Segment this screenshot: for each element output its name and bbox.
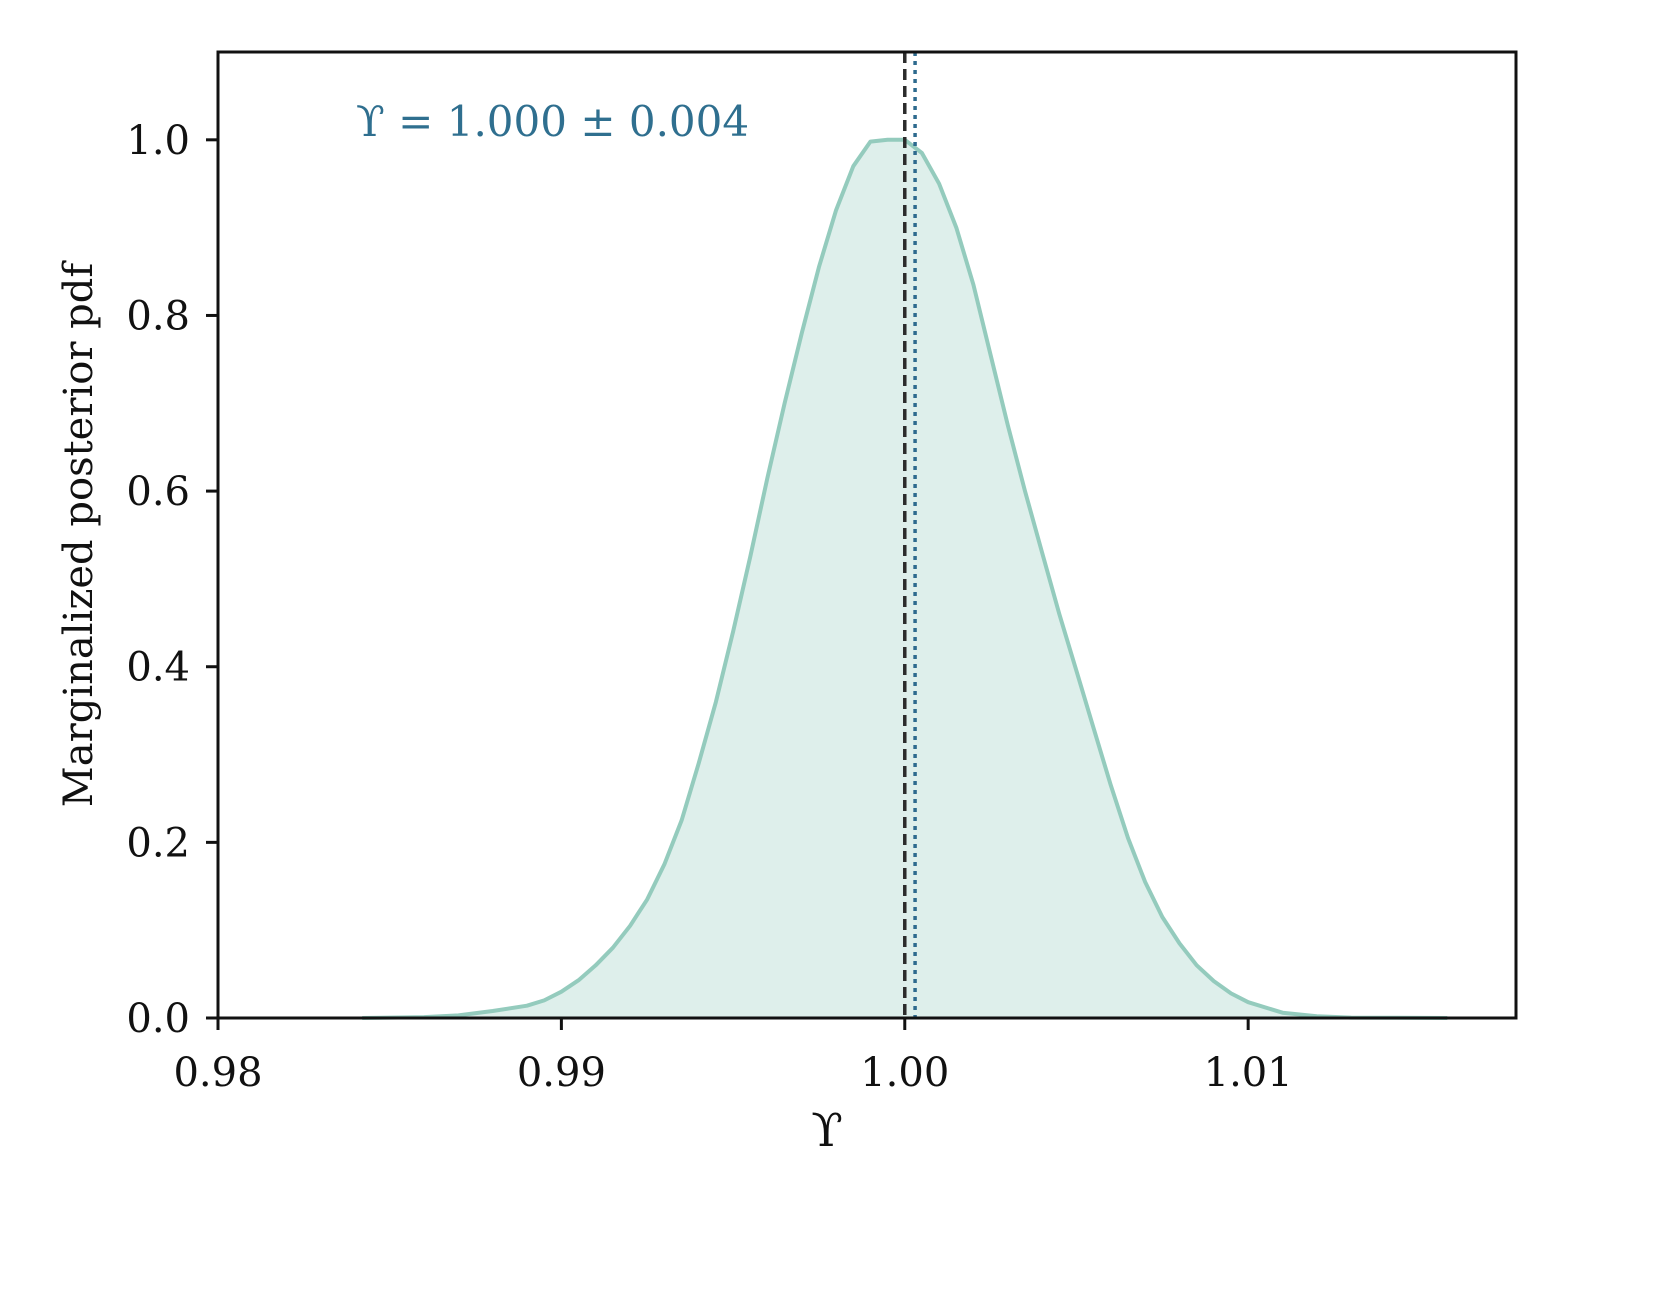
x-tick-label: 1.01 bbox=[1204, 1050, 1293, 1096]
axes-frame bbox=[216, 50, 1518, 1020]
y-tick-label: 0.4 bbox=[126, 645, 190, 691]
posterior-curve bbox=[362, 137, 1448, 1020]
x-axis-ticks: 0.98 0.99 1.00 1.01 bbox=[173, 1018, 1293, 1096]
y-tick-label: 0.0 bbox=[126, 996, 190, 1042]
posterior-area-fill bbox=[362, 139, 1448, 1019]
estimate-annotation: ϒ = 1.000 ± 0.004 bbox=[356, 97, 749, 146]
x-tick-label: 0.99 bbox=[517, 1050, 606, 1096]
y-tick-label: 0.2 bbox=[126, 820, 190, 866]
y-axis-ticks: 0.0 0.2 0.4 0.6 0.8 1.0 bbox=[126, 118, 218, 1042]
x-tick-label: 0.98 bbox=[173, 1050, 262, 1096]
y-axis-label: Marginalized posterior pdf bbox=[56, 260, 102, 808]
plot-area bbox=[362, 52, 1448, 1020]
y-tick-label: 1.0 bbox=[126, 118, 190, 164]
x-tick-label: 1.00 bbox=[860, 1050, 949, 1096]
y-tick-label: 0.6 bbox=[126, 469, 190, 515]
x-axis-label: ϒ bbox=[811, 1103, 843, 1157]
y-tick-label: 0.8 bbox=[126, 293, 190, 339]
